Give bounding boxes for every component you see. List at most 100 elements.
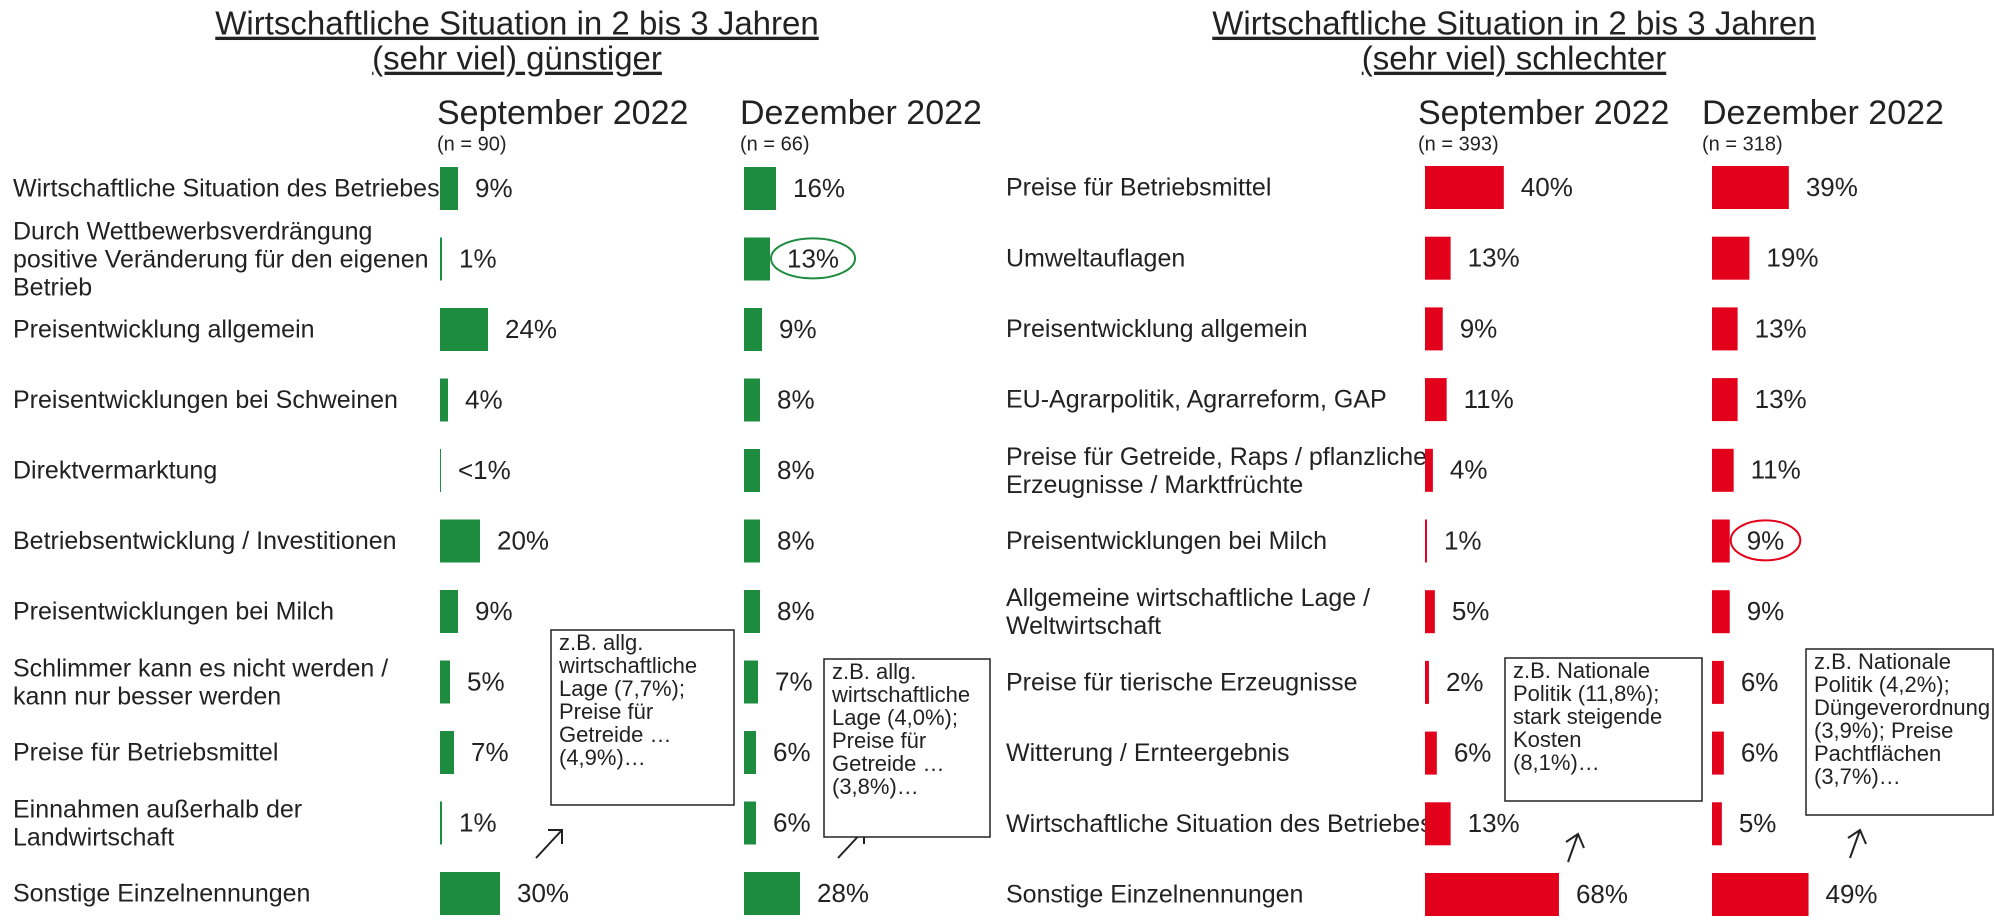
value-label: 49%: [1826, 879, 1878, 909]
bar: [1425, 660, 1429, 704]
value-label: 4%: [1450, 455, 1488, 485]
value-label: 8%: [777, 525, 815, 555]
series-name: September 2022: [1418, 94, 1669, 132]
category-label: Preisentwicklungen bei Milch: [13, 598, 334, 626]
bar: [744, 519, 760, 563]
value-label: 9%: [1460, 313, 1498, 343]
bar: [1425, 519, 1427, 563]
bar: [1712, 166, 1789, 209]
note-box: [1805, 648, 1994, 816]
value-label: 16%: [793, 173, 845, 203]
value-label: 13%: [787, 243, 839, 273]
value-label: 9%: [475, 173, 513, 203]
category-label: Preise für Betriebsmittel: [1006, 174, 1271, 202]
category-label: Preisentwicklung allgemein: [1006, 315, 1308, 343]
note-text: z.B. allg. wirtschaftliche Lage (4,0%); Pre…: [831, 659, 970, 799]
value-label: 11%: [1751, 455, 1801, 485]
arrow: [535, 829, 563, 859]
value-label: 13%: [1468, 808, 1520, 838]
value-label: 68%: [1576, 879, 1628, 909]
value-label: 9%: [1747, 596, 1785, 626]
category-label: Schlimmer kann es nicht werden / kann nur…: [13, 654, 388, 710]
value-label: 39%: [1806, 172, 1858, 202]
value-label: 28%: [817, 878, 869, 908]
category-label: Preisentwicklungen bei Schweinen: [13, 386, 398, 414]
bar: [1425, 873, 1559, 916]
category-label: Allgemeine wirtschaftliche Lage / Weltwir…: [1006, 584, 1370, 640]
value-label: 6%: [773, 737, 811, 767]
series-n: (n = 66): [740, 133, 809, 155]
value-label: 1%: [459, 243, 497, 273]
bar: [440, 801, 442, 845]
arrow: [1847, 828, 1867, 859]
note-box: [823, 658, 991, 838]
category-label: Preisentwicklungen bei Milch: [1006, 527, 1327, 555]
value-label: 13%: [1755, 384, 1807, 414]
category-label: Preise für Betriebsmittel: [13, 739, 278, 767]
bar: [1712, 802, 1722, 846]
bar: [1425, 590, 1435, 634]
bar: [1425, 307, 1443, 351]
series-n: (n = 393): [1418, 133, 1499, 155]
value-label: 11%: [1464, 384, 1514, 414]
category-label: Wirtschaftliche Situation des Betriebes: [1006, 810, 1433, 838]
chart-subtitle: (sehr viel) günstiger: [372, 40, 662, 77]
series-n: (n = 318): [1702, 133, 1783, 155]
bar: [440, 872, 500, 915]
note-text: z.B. Nationale Politik (11,8%); stark stei…: [1513, 658, 1662, 775]
value-label: 9%: [475, 596, 513, 626]
value-label: 6%: [1454, 737, 1492, 767]
value-label: 5%: [467, 666, 505, 696]
bar: [1712, 873, 1809, 916]
bar: [744, 872, 800, 915]
bar: [744, 731, 756, 774]
bar: [1712, 307, 1738, 351]
chart-subtitle: (sehr viel) schlechter: [1362, 40, 1666, 77]
bar: [744, 801, 756, 845]
bar: [1425, 378, 1447, 422]
arrow: [1565, 832, 1585, 863]
bar: [744, 590, 760, 633]
bar: [440, 590, 458, 633]
category-label: Sonstige Einzelnennungen: [1006, 881, 1303, 909]
category-label: Umweltauflagen: [1006, 244, 1185, 272]
value-label: 9%: [779, 314, 817, 344]
value-label: 5%: [1739, 808, 1777, 838]
category-label: Sonstige Einzelnennungen: [13, 880, 310, 908]
chart-title: Wirtschaftliche Situation in 2 bis 3 Jah…: [215, 5, 818, 42]
bar: [440, 660, 450, 704]
highlight-circle: [1729, 519, 1802, 562]
bar: [1712, 448, 1734, 492]
bar: [440, 378, 448, 422]
value-label: 30%: [517, 878, 569, 908]
value-label: 6%: [1741, 667, 1779, 697]
category-label: EU-Agrarpolitik, Agrarreform, GAP: [1006, 386, 1387, 414]
bar: [1712, 731, 1724, 775]
value-label: 24%: [505, 314, 557, 344]
series-name: September 2022: [437, 94, 688, 132]
bar: [440, 731, 454, 774]
category-label: Einnahmen außerhalb der Landwirtschaft: [13, 795, 302, 851]
bar: [1425, 166, 1504, 209]
value-label: 4%: [465, 384, 503, 414]
value-label: 19%: [1766, 243, 1818, 273]
highlight-circle: [770, 237, 857, 280]
category-label: Witterung / Ernteergebnis: [1006, 739, 1289, 767]
bar: [1712, 660, 1724, 704]
bar: [440, 449, 441, 492]
bar: [1425, 731, 1437, 775]
value-label: 20%: [497, 525, 549, 555]
bar: [744, 660, 758, 704]
value-label: 13%: [1755, 313, 1807, 343]
value-label: 2%: [1446, 667, 1484, 697]
value-label: 7%: [471, 737, 509, 767]
category-label: Direktvermarktung: [13, 457, 217, 485]
bar: [440, 519, 480, 563]
bar: [744, 449, 760, 492]
value-label: 9%: [1747, 525, 1785, 555]
category-label: Betriebsentwicklung / Investitionen: [13, 527, 397, 555]
bar: [1425, 802, 1451, 846]
bar: [1712, 236, 1750, 280]
value-label: <1%: [458, 455, 511, 485]
